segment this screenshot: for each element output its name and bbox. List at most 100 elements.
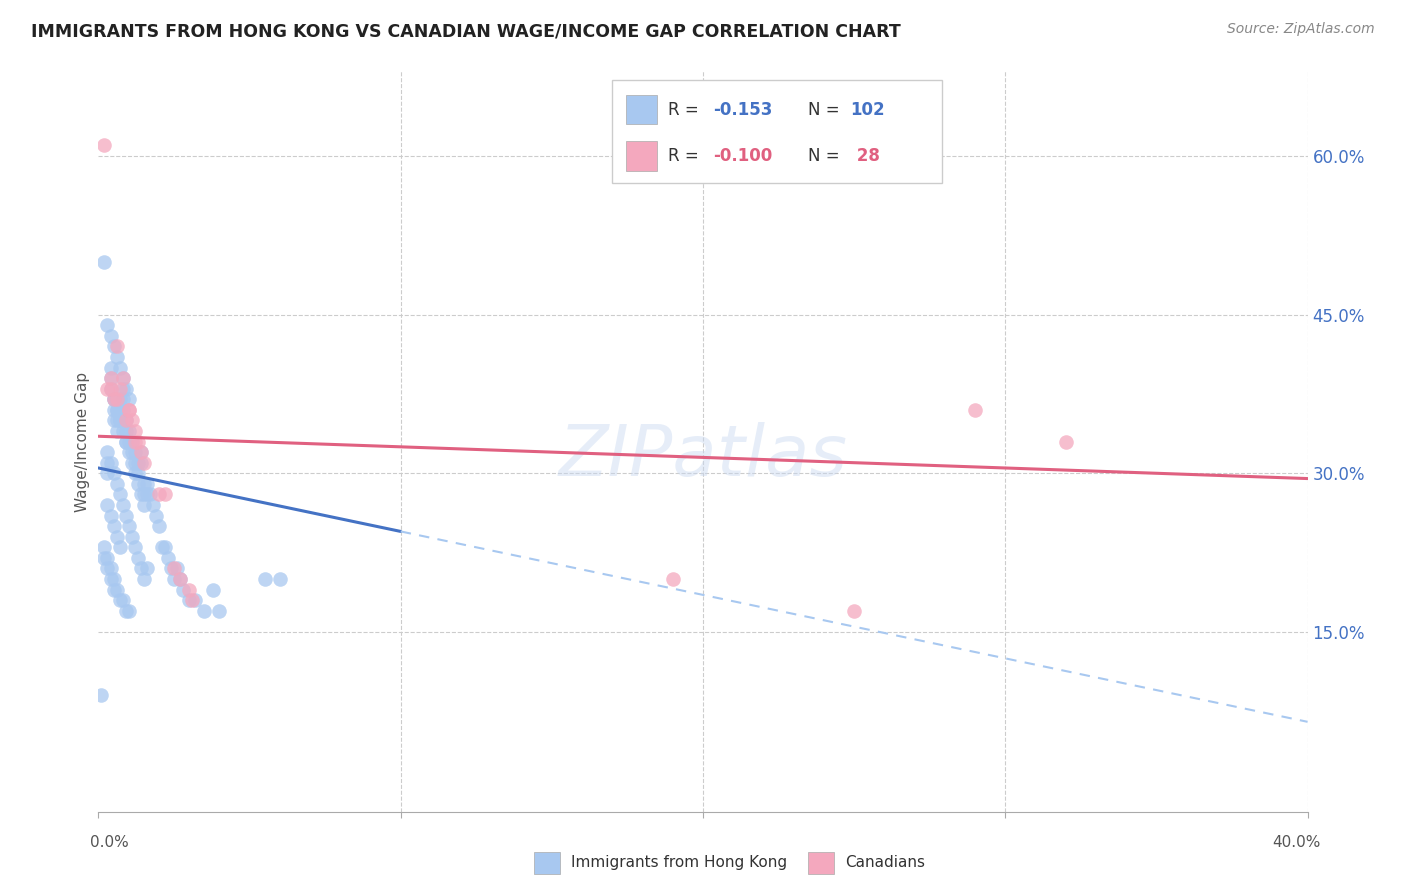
Text: IMMIGRANTS FROM HONG KONG VS CANADIAN WAGE/INCOME GAP CORRELATION CHART: IMMIGRANTS FROM HONG KONG VS CANADIAN WA…: [31, 22, 901, 40]
Point: [121, 434, 143, 449]
Point: [100, 561, 122, 575]
Text: 102: 102: [851, 101, 886, 119]
Point: [118, 402, 141, 417]
Point: [253, 572, 276, 586]
Y-axis label: Wage/Income Gap: Wage/Income Gap: [75, 371, 90, 512]
Point: [111, 392, 134, 407]
Point: [124, 424, 146, 438]
Point: [105, 402, 128, 417]
Point: [132, 476, 155, 491]
Point: [103, 519, 125, 533]
Point: [965, 402, 987, 417]
Point: [132, 572, 155, 586]
Point: [93, 254, 115, 268]
Point: [96, 456, 118, 470]
Text: 28: 28: [851, 147, 880, 165]
Point: [661, 572, 683, 586]
Point: [111, 382, 134, 396]
Point: [114, 434, 136, 449]
Point: [100, 382, 122, 396]
Point: [163, 561, 186, 575]
Point: [96, 498, 118, 512]
Text: -0.100: -0.100: [713, 147, 772, 165]
Point: [96, 467, 118, 481]
Point: [103, 392, 125, 407]
Point: [166, 561, 188, 575]
Text: Immigrants from Hong Kong: Immigrants from Hong Kong: [571, 855, 787, 870]
Point: [96, 561, 118, 575]
Point: [118, 392, 141, 407]
Point: [160, 561, 183, 575]
Point: [181, 593, 204, 607]
Point: [108, 541, 131, 555]
Point: [96, 445, 118, 459]
Point: [121, 413, 143, 427]
Point: [103, 572, 125, 586]
Point: [121, 445, 143, 459]
Point: [1054, 434, 1077, 449]
Point: [150, 541, 173, 555]
Point: [127, 476, 149, 491]
Point: [118, 424, 141, 438]
Text: N =: N =: [808, 147, 845, 165]
Point: [100, 572, 122, 586]
Point: [129, 561, 152, 575]
Point: [153, 487, 176, 501]
Point: [96, 382, 118, 396]
Point: [108, 593, 131, 607]
Point: [129, 445, 152, 459]
Point: [108, 487, 131, 501]
Point: [108, 382, 131, 396]
Point: [108, 392, 131, 407]
Point: [111, 593, 134, 607]
Point: [118, 402, 141, 417]
Point: [121, 530, 143, 544]
Point: [105, 350, 128, 364]
Point: [90, 689, 112, 703]
Text: 40.0%: 40.0%: [1272, 836, 1320, 850]
Point: [127, 467, 149, 481]
Point: [105, 413, 128, 427]
Point: [105, 530, 128, 544]
Point: [111, 498, 134, 512]
Point: [179, 582, 201, 597]
Point: [114, 604, 136, 618]
Point: [153, 541, 176, 555]
Text: Source: ZipAtlas.com: Source: ZipAtlas.com: [1227, 22, 1375, 37]
Point: [193, 604, 215, 618]
Point: [93, 541, 115, 555]
Point: [169, 572, 191, 586]
Point: [105, 339, 128, 353]
Point: [111, 371, 134, 385]
Point: [135, 476, 157, 491]
Point: [111, 402, 134, 417]
Point: [114, 413, 136, 427]
Point: [121, 456, 143, 470]
Text: N =: N =: [808, 101, 845, 119]
Point: [103, 402, 125, 417]
Point: [124, 467, 146, 481]
Text: 0.0%: 0.0%: [90, 836, 129, 850]
Point: [105, 402, 128, 417]
Point: [105, 582, 128, 597]
Point: [103, 392, 125, 407]
Point: [103, 339, 125, 353]
Point: [103, 467, 125, 481]
Point: [132, 498, 155, 512]
Point: [844, 604, 866, 618]
Point: [135, 561, 157, 575]
Point: [179, 593, 201, 607]
Text: Canadians: Canadians: [845, 855, 925, 870]
Point: [184, 593, 207, 607]
Point: [129, 456, 152, 470]
Point: [111, 371, 134, 385]
Point: [93, 138, 115, 153]
Text: ZIPatlas: ZIPatlas: [558, 422, 848, 491]
Point: [148, 487, 170, 501]
Point: [202, 582, 225, 597]
Point: [118, 434, 141, 449]
Point: [163, 572, 186, 586]
Point: [114, 434, 136, 449]
Point: [114, 508, 136, 523]
Point: [114, 424, 136, 438]
